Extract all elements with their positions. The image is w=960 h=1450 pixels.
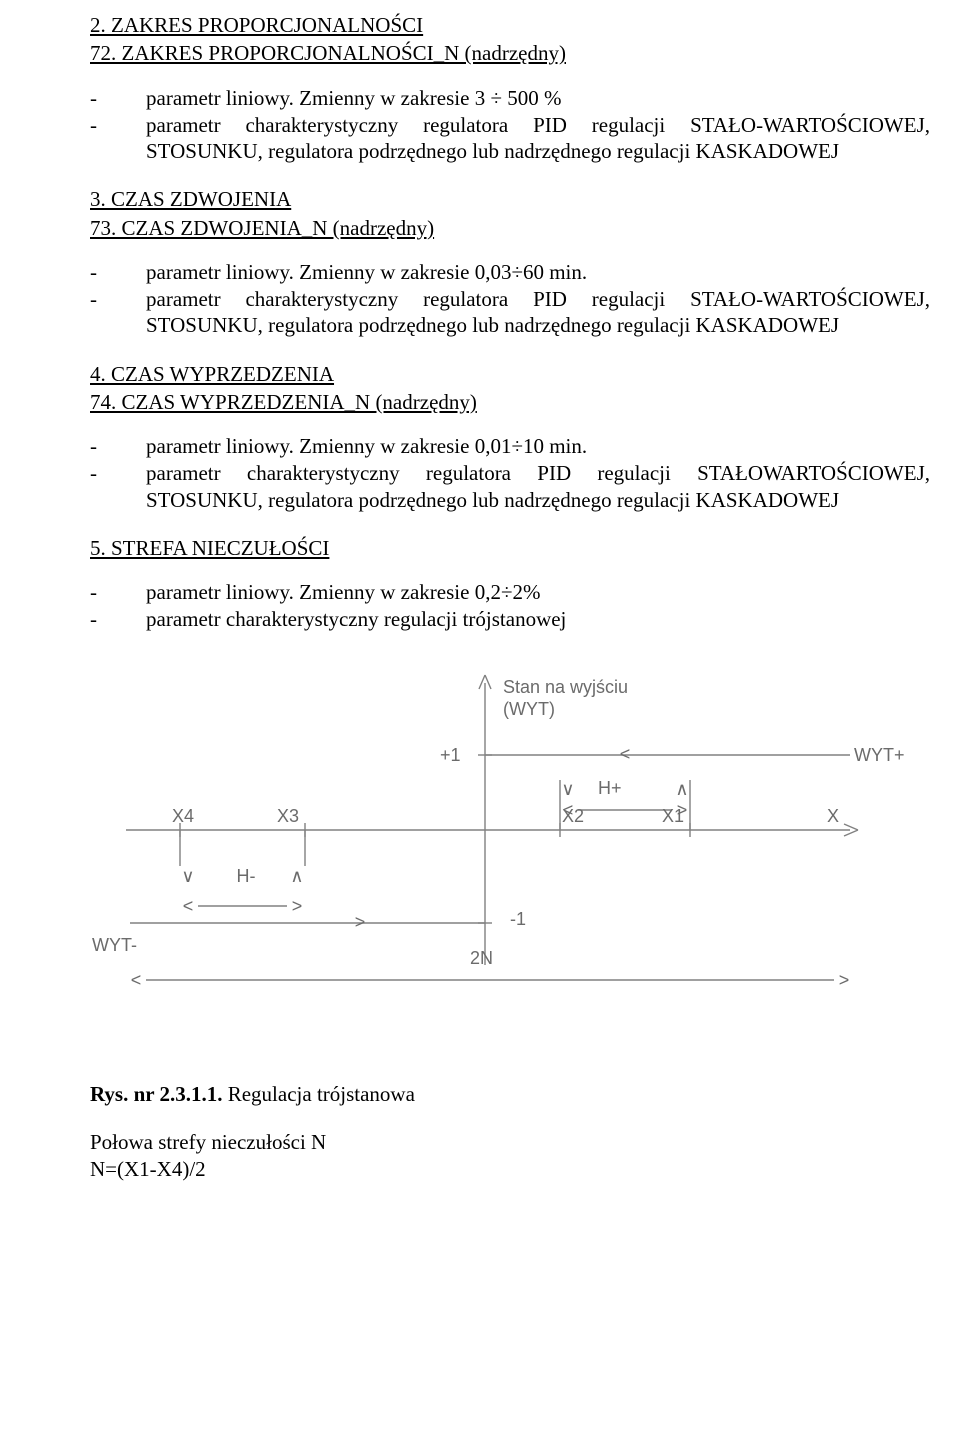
svg-text:(WYT): (WYT) bbox=[503, 699, 555, 719]
figure-caption: Rys. nr 2.3.1.1. Regulacja trójstanowa bbox=[90, 1081, 930, 1107]
bullet-text: parametr charakterystyczny regulatora PI… bbox=[146, 112, 930, 165]
section-derivative-time: 4. CZAS WYPRZEDZENIA 74. CZAS WYPRZEDZEN… bbox=[90, 361, 930, 513]
bullet: - parametr charakterystyczny regulacji t… bbox=[90, 606, 930, 632]
svg-text:X: X bbox=[827, 806, 839, 826]
heading-73: 73. CZAS ZDWOJENIA_N (nadrzędny) bbox=[90, 215, 930, 241]
heading-2: 2. ZAKRES PROPORCJONALNOŚCI bbox=[90, 12, 930, 38]
svg-text:>: > bbox=[839, 970, 850, 990]
formula-desc: Połowa strefy nieczułości N bbox=[90, 1129, 930, 1155]
bullet-dash: - bbox=[90, 112, 146, 165]
bullet: - parametr charakterystyczny regulatora … bbox=[90, 112, 930, 165]
figure-number: Rys. nr 2.3.1.1. bbox=[90, 1082, 222, 1106]
formula-eq: N=(X1-X4)/2 bbox=[90, 1156, 930, 1182]
svg-text:H+: H+ bbox=[598, 778, 622, 798]
bullet: - parametr charakterystyczny regulatora … bbox=[90, 460, 930, 513]
svg-text:H-: H- bbox=[237, 866, 256, 886]
bullet-text: parametr charakterystyczny regulatora PI… bbox=[146, 286, 930, 339]
heading-5: 5. STREFA NIECZUŁOŚCI bbox=[90, 535, 930, 561]
svg-text:Stan na wyjściu: Stan na wyjściu bbox=[503, 677, 628, 697]
bullet-dash: - bbox=[90, 259, 146, 285]
formula-block: Połowa strefy nieczułości N N=(X1-X4)/2 bbox=[90, 1129, 930, 1183]
bullet: - parametr liniowy. Zmienny w zakresie 0… bbox=[90, 433, 930, 459]
svg-text:∧: ∧ bbox=[290, 866, 303, 886]
three-state-diagram: Stan na wyjściu(WYT) +1 -1 WYT+ < H+ ∨ ∧ < > WYT- ∨… bbox=[90, 665, 930, 1021]
heading-74: 74. CZAS WYPRZEDZENIA_N (nadrzędny) bbox=[90, 389, 930, 415]
svg-text:∨: ∨ bbox=[181, 866, 194, 886]
svg-text:∧: ∧ bbox=[675, 779, 688, 799]
bullets-sec4: - parametr liniowy. Zmienny w zakresie 0… bbox=[90, 433, 930, 513]
bullets-sec2: - parametr liniowy. Zmienny w zakresie 3… bbox=[90, 85, 930, 165]
svg-text:X1: X1 bbox=[662, 806, 684, 826]
section-integral-time: 3. CZAS ZDWOJENIA 73. CZAS ZDWOJENIA_N (… bbox=[90, 186, 930, 338]
bullets-sec5: - parametr liniowy. Zmienny w zakresie 0… bbox=[90, 579, 930, 633]
bullet-text: parametr liniowy. Zmienny w zakresie 0,0… bbox=[146, 433, 930, 459]
diagram-svg: Stan na wyjściu(WYT) +1 -1 WYT+ < H+ ∨ ∧ < > WYT- ∨… bbox=[90, 665, 910, 1015]
bullet-dash: - bbox=[90, 606, 146, 632]
heading-3: 3. CZAS ZDWOJENIA bbox=[90, 186, 930, 212]
svg-text:X3: X3 bbox=[277, 806, 299, 826]
heading-4: 4. CZAS WYPRZEDZENIA bbox=[90, 361, 930, 387]
bullet: - parametr liniowy. Zmienny w zakresie 3… bbox=[90, 85, 930, 111]
bullet-dash: - bbox=[90, 286, 146, 339]
svg-text:WYT+: WYT+ bbox=[854, 745, 905, 765]
section-dead-zone: 5. STREFA NIECZUŁOŚCI - parametr liniowy… bbox=[90, 535, 930, 633]
svg-text:>: > bbox=[292, 896, 303, 916]
svg-text:-1: -1 bbox=[510, 909, 526, 929]
bullet-text: parametr charakterystyczny regulacji tró… bbox=[146, 606, 930, 632]
svg-text:2N: 2N bbox=[470, 948, 493, 968]
svg-text:WYT-: WYT- bbox=[92, 935, 137, 955]
svg-text:∨: ∨ bbox=[561, 779, 574, 799]
heading-72: 72. ZAKRES PROPORCJONALNOŚCI_N (nadrzędn… bbox=[90, 40, 930, 66]
svg-text:<: < bbox=[131, 970, 142, 990]
svg-text:X4: X4 bbox=[172, 806, 194, 826]
svg-text:<: < bbox=[183, 896, 194, 916]
bullet: - parametr liniowy. Zmienny w zakresie 0… bbox=[90, 259, 930, 285]
svg-text:>: > bbox=[355, 912, 366, 932]
bullet: - parametr liniowy. Zmienny w zakresie 0… bbox=[90, 579, 930, 605]
bullet-text: parametr liniowy. Zmienny w zakresie 0,2… bbox=[146, 579, 930, 605]
bullet-dash: - bbox=[90, 579, 146, 605]
svg-text:+1: +1 bbox=[440, 745, 461, 765]
bullet: - parametr charakterystyczny regulatora … bbox=[90, 286, 930, 339]
bullet-dash: - bbox=[90, 433, 146, 459]
bullet-text: parametr liniowy. Zmienny w zakresie 3 ÷… bbox=[146, 85, 930, 111]
svg-text:<: < bbox=[620, 744, 631, 764]
bullet-dash: - bbox=[90, 85, 146, 111]
section-proportionality: 2. ZAKRES PROPORCJONALNOŚCI 72. ZAKRES P… bbox=[90, 12, 930, 164]
bullet-text: parametr liniowy. Zmienny w zakresie 0,0… bbox=[146, 259, 930, 285]
svg-text:X2: X2 bbox=[562, 806, 584, 826]
bullet-text: parametr charakterystyczny regulatora PI… bbox=[146, 460, 930, 513]
bullet-dash: - bbox=[90, 460, 146, 513]
bullets-sec3: - parametr liniowy. Zmienny w zakresie 0… bbox=[90, 259, 930, 339]
figure-title: Regulacja trójstanowa bbox=[222, 1082, 414, 1106]
